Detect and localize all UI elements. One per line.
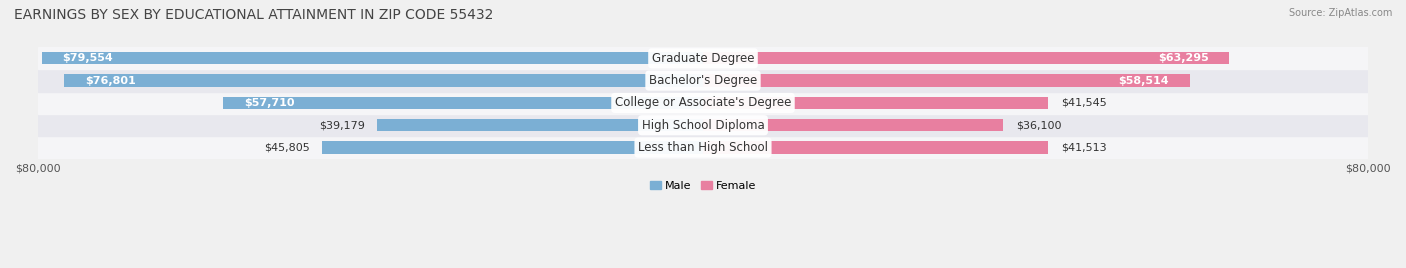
Text: Source: ZipAtlas.com: Source: ZipAtlas.com	[1288, 8, 1392, 18]
Text: High School Diploma: High School Diploma	[641, 119, 765, 132]
Text: $58,514: $58,514	[1118, 76, 1168, 85]
Text: $76,801: $76,801	[86, 76, 136, 85]
Bar	[322, 142, 703, 154]
Text: $41,545: $41,545	[1062, 98, 1107, 108]
Text: EARNINGS BY SEX BY EDUCATIONAL ATTAINMENT IN ZIP CODE 55432: EARNINGS BY SEX BY EDUCATIONAL ATTAINMEN…	[14, 8, 494, 22]
Text: $45,805: $45,805	[264, 143, 309, 152]
Bar	[703, 142, 1049, 154]
Bar	[703, 97, 1049, 109]
Bar	[42, 52, 703, 64]
Text: $36,100: $36,100	[1015, 120, 1062, 130]
Bar	[703, 52, 1229, 64]
Text: Less than High School: Less than High School	[638, 141, 768, 154]
Bar	[703, 119, 1002, 131]
Text: $39,179: $39,179	[319, 120, 364, 130]
Legend: Male, Female: Male, Female	[645, 177, 761, 196]
Bar	[38, 69, 1368, 92]
Text: Bachelor's Degree: Bachelor's Degree	[650, 74, 756, 87]
Bar	[377, 119, 703, 131]
Text: $57,710: $57,710	[243, 98, 294, 108]
Bar	[703, 75, 1189, 87]
Bar	[38, 136, 1368, 159]
Bar	[38, 114, 1368, 136]
Bar	[38, 47, 1368, 69]
Text: $41,513: $41,513	[1060, 143, 1107, 152]
Text: College or Associate's Degree: College or Associate's Degree	[614, 96, 792, 109]
Text: $63,295: $63,295	[1157, 53, 1209, 63]
Text: Graduate Degree: Graduate Degree	[652, 52, 754, 65]
Bar	[65, 75, 703, 87]
Bar	[38, 92, 1368, 114]
Bar	[224, 97, 703, 109]
Text: $79,554: $79,554	[62, 53, 112, 63]
